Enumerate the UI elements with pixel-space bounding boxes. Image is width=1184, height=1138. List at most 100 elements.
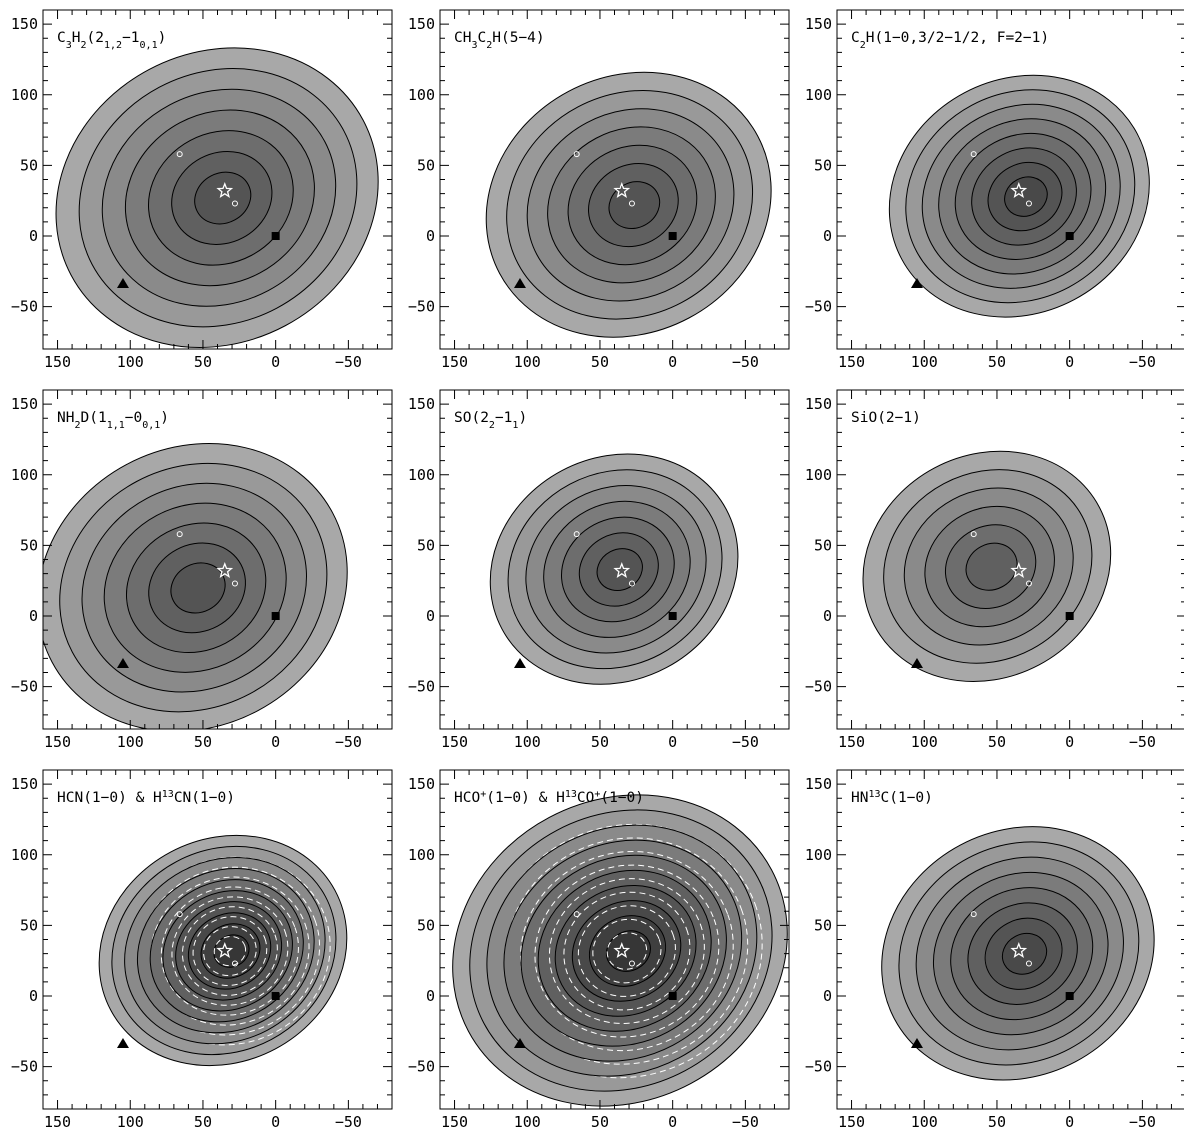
- open-circle-marker: [970, 531, 977, 538]
- filled-triangle-marker: [513, 658, 526, 669]
- title-segment: 2: [81, 40, 87, 51]
- open-circle-marker: [176, 151, 183, 158]
- x-tick-label: −50: [1129, 733, 1156, 751]
- panel-ch3c2h: 150 100 50 0 −50 150 100 50 0 −50 CH3C2H(5−4): [408, 9, 790, 371]
- contour-group: [881, 826, 1155, 1081]
- x-tick-label: −50: [335, 733, 362, 751]
- filled-square-marker: [1065, 992, 1074, 1000]
- dashed-contour: [160, 886, 299, 1016]
- y-tick-label: 50: [417, 156, 435, 174]
- contour-level: [596, 548, 643, 591]
- title-segment: C: [478, 30, 487, 46]
- x-tick-label: 50: [194, 353, 212, 371]
- y-tick-label: 0: [823, 227, 832, 245]
- y-tick-label: 100: [408, 846, 435, 864]
- open-circle-marker: [1025, 580, 1032, 587]
- x-tick-label: 150: [44, 733, 71, 751]
- title-segment: C: [57, 30, 66, 46]
- panel-c3h2: 150 100 50 0 −50 150 100 50 0 −50 C3H2(21,2−10,1): [11, 9, 393, 371]
- y-tick-label: 0: [426, 607, 435, 625]
- title-segment: +: [480, 789, 486, 800]
- title-segment: −1: [122, 30, 139, 46]
- title-segment: ): [518, 410, 527, 426]
- y-tick-label: 100: [805, 86, 832, 104]
- star-marker: [216, 181, 234, 198]
- star-marker: [613, 561, 631, 578]
- x-tick-label: 0: [668, 353, 677, 371]
- x-tick-label: 0: [271, 733, 280, 751]
- filled-square-marker: [271, 612, 280, 620]
- panel-title: HCN(1−0) & H13CN(1−0): [57, 789, 235, 807]
- y-tick-label: 0: [29, 227, 38, 245]
- panel-title: C3H2(21,2−10,1): [57, 30, 166, 51]
- filled-triangle-marker: [116, 278, 129, 289]
- open-circle-marker: [231, 200, 238, 207]
- x-tick-label: 0: [668, 733, 677, 751]
- x-tick-label: 0: [1065, 733, 1074, 751]
- filled-triangle-marker: [116, 658, 129, 669]
- x-tick-label: −50: [732, 353, 759, 371]
- panel-title: SO(22−11): [454, 410, 527, 431]
- title-segment: −1: [495, 410, 512, 426]
- title-segment: ): [160, 410, 169, 426]
- panel-title: NH2D(11,1−00,1): [57, 410, 169, 431]
- filled-triangle-marker: [513, 278, 526, 289]
- panel-c2h: 150 100 50 0 −50 150 100 50 0 −50 C2H(1−0,3/2−1/2,…: [805, 9, 1184, 371]
- title-segment: 3: [66, 40, 72, 51]
- y-tick-label: 100: [11, 466, 38, 484]
- dashed-contour: [563, 891, 691, 1011]
- x-tick-label: 50: [988, 733, 1006, 751]
- dashed-contour: [213, 935, 247, 967]
- x-tick-label: 150: [441, 1113, 468, 1131]
- contour-group: [862, 450, 1112, 682]
- title-segment: 2: [489, 420, 495, 431]
- title-segment: 13: [868, 789, 880, 800]
- y-tick-label: −50: [11, 298, 38, 316]
- open-circle-marker: [1025, 200, 1032, 207]
- contour-level: [194, 171, 252, 225]
- y-tick-label: 100: [11, 86, 38, 104]
- y-tick-label: 0: [823, 607, 832, 625]
- contour-group: [43, 443, 348, 729]
- open-circle-marker: [1025, 960, 1032, 967]
- y-tick-label: 150: [11, 15, 38, 33]
- x-tick-label: 150: [838, 1113, 865, 1131]
- x-tick-label: −50: [335, 1113, 362, 1131]
- x-tick-label: 150: [44, 353, 71, 371]
- y-tick-label: −50: [408, 298, 435, 316]
- filled-square-marker: [1065, 232, 1074, 240]
- title-segment: −0: [125, 410, 142, 426]
- y-tick-label: 0: [426, 987, 435, 1005]
- y-tick-label: 100: [805, 466, 832, 484]
- filled-triangle-marker: [910, 658, 923, 669]
- title-segment: HCN(1−0) & H: [57, 790, 162, 806]
- title-segment: SO(2: [454, 410, 489, 426]
- x-tick-label: 100: [911, 1113, 938, 1131]
- y-tick-label: 50: [417, 536, 435, 554]
- panel-title: CH3C2H(5−4): [454, 30, 545, 51]
- open-circle-marker: [231, 580, 238, 587]
- title-segment: 0,1: [140, 40, 158, 51]
- panel-hcn: 150 100 50 0 −50 150 100 50 0 −50 HCN(1−0) & H13CN…: [11, 769, 393, 1131]
- x-tick-label: 50: [194, 1113, 212, 1131]
- filled-square-marker: [271, 232, 280, 240]
- y-tick-label: 50: [417, 916, 435, 934]
- y-tick-label: 150: [805, 15, 832, 33]
- title-segment: 13: [162, 789, 174, 800]
- y-tick-label: 150: [408, 395, 435, 413]
- x-tick-label: 150: [44, 1113, 71, 1131]
- open-circle-marker: [573, 911, 580, 918]
- open-circle-marker: [573, 531, 580, 538]
- title-segment: (1−0) & H: [486, 790, 565, 806]
- star-marker: [1010, 561, 1028, 578]
- contour-group: [485, 71, 772, 338]
- x-tick-label: 100: [514, 1113, 541, 1131]
- x-tick-label: 50: [591, 1113, 609, 1131]
- dashed-contour: [548, 878, 705, 1024]
- filled-triangle-marker: [910, 278, 923, 289]
- title-segment: HN: [851, 790, 868, 806]
- title-segment: H: [72, 30, 81, 46]
- title-segment: ): [158, 30, 167, 46]
- dashed-contour: [192, 916, 268, 986]
- title-segment: 2: [74, 420, 80, 431]
